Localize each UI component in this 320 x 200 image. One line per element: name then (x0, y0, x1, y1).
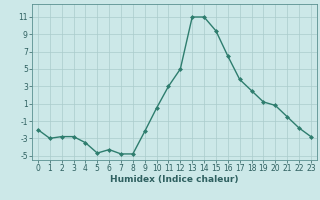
X-axis label: Humidex (Indice chaleur): Humidex (Indice chaleur) (110, 175, 239, 184)
